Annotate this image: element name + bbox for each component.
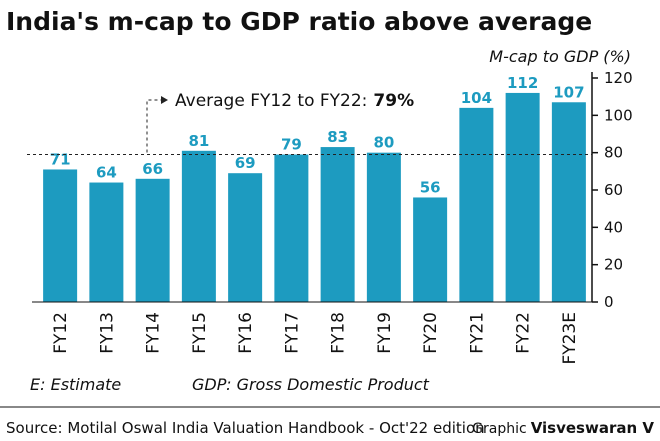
data-label-fy16: 69 [235, 154, 256, 172]
x-tick-label: FY19 [375, 312, 395, 354]
y-axis: 0 20 40 60 80 100 120 [591, 69, 633, 311]
y-tick-label: 100 [604, 106, 633, 124]
annotation-connector [146, 99, 161, 153]
y-tick-label: 20 [604, 256, 623, 274]
footnote-estimate: E: Estimate [30, 375, 121, 394]
bars-group [43, 92, 586, 303]
bar-fy19 [366, 152, 401, 302]
credit-prefix: Graphic [472, 421, 527, 437]
data-labels-group: 71 64 66 81 69 79 83 80 56 104 112 107 [50, 74, 585, 197]
bar-fy16 [228, 173, 263, 302]
average-annotation: Average FY12 to FY22: 79% [27, 91, 592, 156]
average-label: Average FY12 to FY22: 79% [175, 91, 414, 111]
data-label-fy15: 81 [188, 132, 209, 150]
chart-title: India's m-cap to GDP ratio above average [6, 7, 592, 36]
x-tick-label: FY13 [97, 312, 117, 354]
y-tick-label: 80 [604, 144, 623, 162]
average-label-text: Average FY12 to FY22: [175, 91, 367, 111]
y-tick-label: 40 [604, 218, 623, 236]
x-tick-label: FY23E [560, 312, 580, 365]
bar-fy18 [320, 147, 355, 302]
bar-fy17 [274, 154, 309, 302]
data-label-fy12: 71 [50, 150, 71, 168]
data-label-fy13: 64 [96, 164, 117, 182]
y-tick-label: 60 [604, 181, 623, 199]
data-label-fy19: 80 [373, 134, 394, 152]
average-value: 79% [373, 91, 414, 111]
data-label-fy20: 56 [420, 178, 441, 196]
bar-fy20 [413, 197, 448, 302]
bar-fy23e [551, 102, 586, 303]
x-tick-label: FY17 [282, 312, 302, 354]
x-tick-label: FY14 [144, 312, 164, 354]
bar-fy12 [43, 169, 78, 302]
data-label-fy21: 104 [461, 89, 492, 107]
footnote-gdp: GDP: Gross Domestic Product [192, 375, 430, 394]
bar-fy22 [505, 92, 540, 302]
bar-fy21 [459, 107, 494, 302]
y-tick-label: 120 [604, 69, 633, 87]
bar-fy13 [89, 182, 124, 302]
x-tick-label: FY20 [421, 312, 441, 354]
annotation-arrow-icon [161, 96, 168, 104]
data-label-fy23e: 107 [553, 83, 584, 101]
source-text: Source: Motilal Oswal India Valuation Ha… [6, 419, 485, 437]
data-label-fy17: 79 [281, 136, 302, 154]
x-tick-label: FY16 [236, 312, 256, 354]
x-tick-label: FY22 [514, 312, 534, 354]
data-label-fy18: 83 [327, 128, 348, 146]
x-tick-label: FY18 [329, 312, 349, 354]
bar-fy14 [135, 178, 170, 302]
credit: Graphic Visveswaran V [472, 419, 654, 437]
x-tick-label: FY12 [51, 312, 71, 354]
x-tick-label: FY15 [190, 312, 210, 354]
credit-name: Visveswaran V [531, 419, 655, 437]
data-label-fy14: 66 [142, 160, 163, 178]
x-tick-label: FY21 [467, 312, 487, 354]
x-axis: FY12 FY13 FY14 FY15 FY16 FY17 FY18 FY19 FY20 FY21… [32, 301, 592, 365]
bar-fy15 [181, 150, 216, 302]
unit-label: M-cap to GDP (%) [489, 47, 631, 66]
data-label-fy22: 112 [507, 74, 538, 92]
y-tick-label: 0 [604, 293, 614, 311]
